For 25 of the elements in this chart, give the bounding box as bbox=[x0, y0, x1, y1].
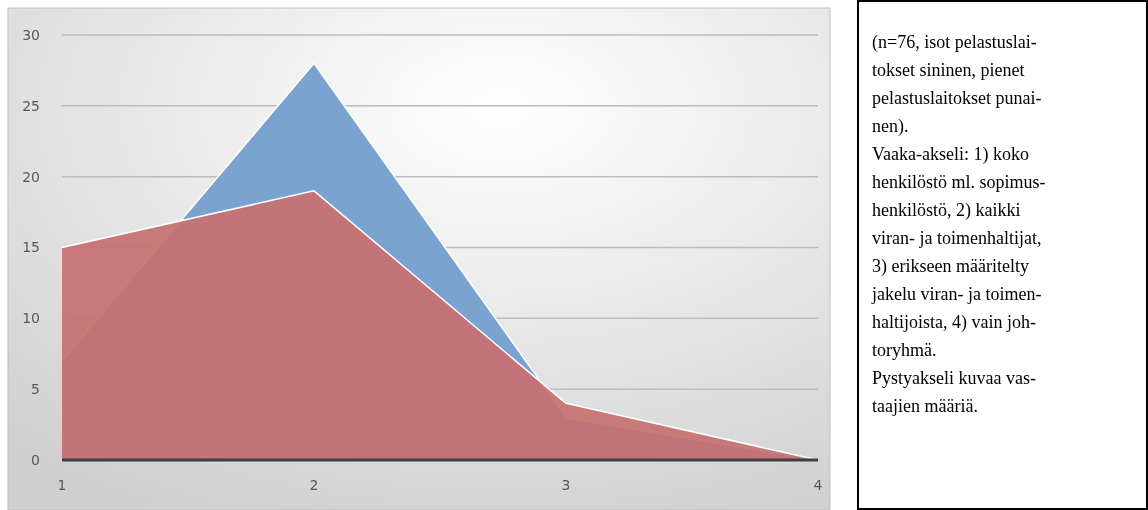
text: Pystyakseli kuvaa vas- bbox=[872, 368, 1036, 388]
text: tokset sininen, pienet bbox=[872, 60, 1025, 80]
text: jakelu viran- ja toimen- bbox=[871, 284, 1042, 304]
text: toryhmä. bbox=[872, 340, 937, 360]
y-tick-label: 25 bbox=[22, 97, 40, 114]
y-tick-label: 30 bbox=[22, 26, 40, 43]
text: pelastuslaitokset punai- bbox=[872, 88, 1042, 108]
x-tick-label: 4 bbox=[813, 477, 823, 493]
text: taajien määriä. bbox=[872, 396, 978, 416]
x-tick-label: 1 bbox=[57, 477, 67, 493]
text: haltijoista, 4) vain joh- bbox=[872, 312, 1036, 333]
text: 3) erikseen määritelty bbox=[872, 256, 1029, 277]
y-tick-label: 10 bbox=[22, 310, 40, 327]
x-tick-label: 3 bbox=[561, 477, 571, 493]
text: henkilöstö, 2) kaikki bbox=[872, 200, 1021, 221]
y-tick-label: 5 bbox=[31, 381, 40, 398]
y-tick-label: 0 bbox=[31, 451, 40, 468]
text: henkilöstö ml. sopimus- bbox=[872, 172, 1046, 192]
y-tick-label: 15 bbox=[22, 239, 40, 256]
text: nen). bbox=[872, 116, 909, 137]
text: Vaaka-akseli: 1) koko bbox=[872, 144, 1029, 165]
x-tick-label: 2 bbox=[309, 477, 319, 493]
text: (n=76, isot pelastuslai- bbox=[872, 32, 1037, 53]
y-tick-label: 20 bbox=[22, 168, 40, 185]
text: viran- ja toimenhaltijat, bbox=[872, 228, 1042, 248]
